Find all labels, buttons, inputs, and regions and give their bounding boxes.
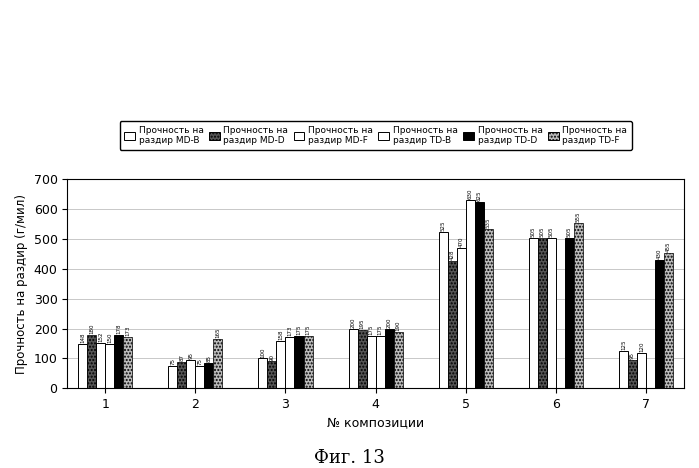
Text: 75: 75 bbox=[171, 358, 175, 365]
Bar bbox=[484, 229, 493, 388]
Text: 525: 525 bbox=[441, 220, 446, 231]
Bar bbox=[538, 238, 547, 388]
Bar bbox=[547, 238, 556, 388]
Text: Фиг. 13: Фиг. 13 bbox=[314, 449, 385, 468]
Bar bbox=[204, 363, 213, 388]
Bar bbox=[168, 366, 178, 388]
Bar bbox=[456, 248, 466, 388]
Bar bbox=[394, 332, 403, 388]
Bar bbox=[294, 336, 303, 388]
Bar bbox=[375, 336, 384, 388]
Text: 505: 505 bbox=[549, 226, 554, 237]
Legend: Прочность на
раздир MD-B, Прочность на
раздир MD-D, Прочность на
раздир MD-F, Пр: Прочность на раздир MD-B, Прочность на р… bbox=[120, 121, 632, 150]
Text: 505: 505 bbox=[540, 226, 545, 237]
Text: 195: 195 bbox=[359, 319, 365, 329]
Bar bbox=[114, 335, 123, 388]
Bar bbox=[619, 351, 628, 388]
Bar bbox=[637, 352, 646, 388]
Bar bbox=[565, 238, 574, 388]
Bar bbox=[628, 360, 637, 388]
Text: 95: 95 bbox=[188, 352, 194, 359]
Bar bbox=[349, 329, 358, 388]
Text: 175: 175 bbox=[368, 325, 374, 335]
Text: 165: 165 bbox=[215, 328, 220, 338]
Text: 470: 470 bbox=[459, 237, 464, 247]
Bar bbox=[466, 200, 475, 388]
Bar bbox=[664, 253, 673, 388]
Bar bbox=[213, 339, 222, 388]
Bar bbox=[78, 344, 87, 388]
Text: 158: 158 bbox=[278, 330, 284, 340]
Text: 95: 95 bbox=[630, 352, 635, 359]
Text: 180: 180 bbox=[89, 323, 94, 334]
Bar bbox=[96, 343, 105, 388]
Text: 75: 75 bbox=[197, 358, 202, 365]
Bar bbox=[439, 232, 448, 388]
Bar bbox=[87, 335, 96, 388]
Text: 150: 150 bbox=[107, 332, 112, 343]
Text: 200: 200 bbox=[387, 317, 391, 328]
Text: 630: 630 bbox=[468, 189, 473, 199]
Text: 85: 85 bbox=[206, 355, 211, 362]
Bar bbox=[475, 202, 484, 388]
Text: 505: 505 bbox=[531, 226, 536, 237]
Text: 535: 535 bbox=[486, 217, 491, 228]
Bar bbox=[123, 336, 132, 388]
Text: 175: 175 bbox=[305, 325, 310, 335]
Text: 120: 120 bbox=[639, 341, 644, 351]
Bar bbox=[448, 261, 456, 388]
Bar bbox=[187, 360, 195, 388]
Bar bbox=[574, 223, 583, 388]
Text: 148: 148 bbox=[80, 333, 85, 343]
Text: 175: 175 bbox=[377, 325, 382, 335]
Text: 100: 100 bbox=[261, 347, 266, 358]
Text: 152: 152 bbox=[98, 331, 103, 342]
Bar bbox=[285, 336, 294, 388]
Bar bbox=[277, 341, 285, 388]
Text: 175: 175 bbox=[296, 325, 301, 335]
Bar bbox=[268, 361, 277, 388]
Text: 173: 173 bbox=[125, 325, 130, 336]
Y-axis label: Прочность на раздир (г/мил): Прочность на раздир (г/мил) bbox=[15, 194, 28, 374]
Text: 625: 625 bbox=[477, 190, 482, 201]
Text: 87: 87 bbox=[179, 354, 185, 361]
Text: 173: 173 bbox=[287, 325, 292, 336]
Text: 428: 428 bbox=[449, 249, 455, 260]
Text: 455: 455 bbox=[666, 241, 671, 252]
Text: 555: 555 bbox=[576, 212, 581, 222]
Bar bbox=[178, 362, 187, 388]
Bar bbox=[195, 366, 204, 388]
Bar bbox=[105, 344, 114, 388]
Bar bbox=[259, 358, 268, 388]
Bar bbox=[366, 336, 375, 388]
Bar bbox=[303, 336, 312, 388]
Bar bbox=[358, 330, 366, 388]
Text: 190: 190 bbox=[396, 320, 401, 331]
Bar bbox=[655, 260, 664, 388]
Text: 90: 90 bbox=[269, 353, 275, 360]
Text: 200: 200 bbox=[351, 317, 356, 328]
Text: 505: 505 bbox=[567, 226, 572, 237]
Bar bbox=[529, 238, 538, 388]
Text: 178: 178 bbox=[116, 324, 121, 334]
Text: 430: 430 bbox=[657, 249, 662, 259]
X-axis label: № композиции: № композиции bbox=[327, 417, 424, 430]
Bar bbox=[384, 329, 394, 388]
Text: 125: 125 bbox=[621, 340, 626, 350]
